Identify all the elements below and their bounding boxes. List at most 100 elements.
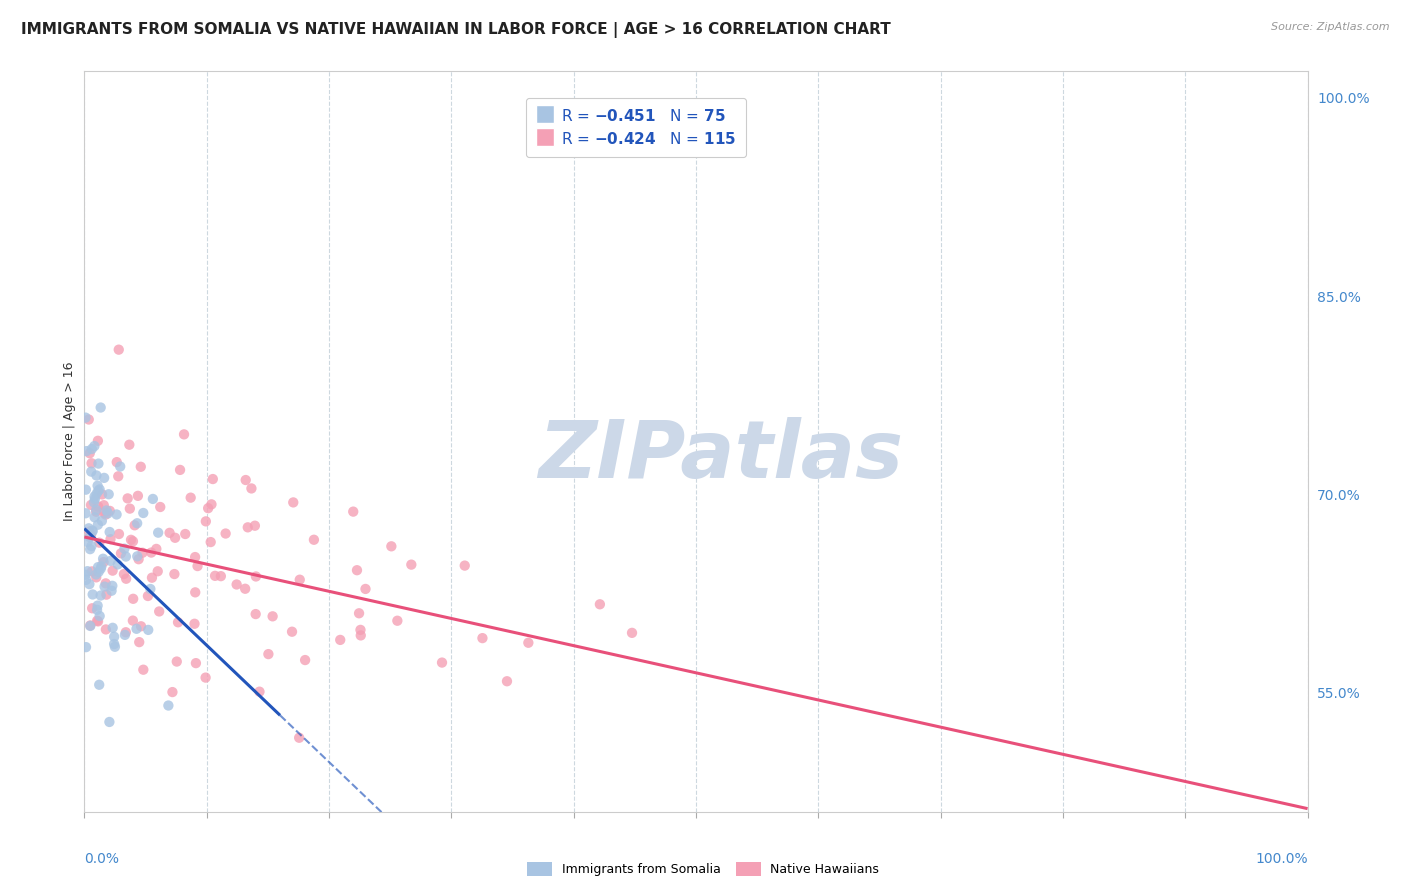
Point [186,559,208,574]
Point [621,625,644,640]
Point [127,489,149,503]
Point [209,569,232,583]
Point [75,640,97,654]
Point [132,506,155,520]
Point [87,483,110,498]
Point [112,541,135,556]
Point [80,539,103,553]
Point [91,551,114,566]
Point [98,524,121,539]
Point [80,528,103,542]
Legend: R = $\mathbf{-0.451}$   N = $\mathbf{75}$, R = $\mathbf{-0.424}$   N = $\mathbf{: R = $\mathbf{-0.451}$ N = $\mathbf{75}$,… [526,97,745,157]
Point [104,640,127,654]
Point [184,656,207,670]
Point [128,552,150,566]
Point [157,698,180,713]
Point [107,343,129,357]
Point [90,514,112,528]
Point [245,607,267,621]
Point [118,501,141,516]
Point [79,530,101,544]
Point [166,655,188,669]
Point [257,647,280,661]
Point [225,577,247,591]
Point [142,491,165,506]
Point [105,455,128,469]
Point [82,587,104,601]
Point [77,521,100,535]
Point [94,623,117,637]
Point [93,498,115,512]
Point [165,531,187,545]
Point [100,532,122,546]
Point [184,550,207,565]
Point [90,589,112,603]
Point [89,535,111,549]
Point [84,491,107,506]
Point [100,554,122,568]
Point [200,497,222,511]
Point [101,621,124,635]
Point [283,495,305,509]
Point [105,508,128,522]
Point [103,630,125,644]
Point [84,503,107,517]
Point [118,438,141,452]
Point [89,483,111,497]
Point [127,549,149,564]
Point [101,564,124,578]
Point [86,603,108,617]
Text: IMMIGRANTS FROM SOMALIA VS NATIVE HAWAIIAN IN LABOR FORCE | AGE > 16 CORRELATION: IMMIGRANTS FROM SOMALIA VS NATIVE HAWAII… [21,22,891,38]
Point [82,524,104,539]
Point [84,505,107,519]
Point [86,614,108,628]
Point [87,457,110,471]
Point [148,604,170,618]
Point [194,514,217,528]
Point [101,579,124,593]
Point [82,524,104,538]
Point [110,546,132,560]
Point [194,671,217,685]
Point [159,525,181,540]
Point [249,684,271,698]
Point [183,616,205,631]
Point [342,505,364,519]
Point [122,591,145,606]
Point [136,589,159,603]
Point [517,636,540,650]
Point [96,588,118,602]
Point [77,412,100,426]
Point [79,524,101,539]
Point [90,401,112,415]
Point [80,442,103,456]
Text: 100.0%: 100.0% [1256,853,1308,866]
Point [197,501,219,516]
Text: Source: ZipAtlas.com: Source: ZipAtlas.com [1271,22,1389,32]
Point [107,558,129,572]
Point [233,582,256,596]
Point [75,410,97,425]
Point [96,503,118,517]
Point [89,609,111,624]
Point [115,549,138,564]
Point [114,628,136,642]
Point [87,500,110,514]
Point [75,573,97,587]
Point [236,520,259,534]
Point [86,478,108,492]
Point [124,518,146,533]
Point [93,506,115,520]
Point [84,570,107,584]
Point [90,559,112,574]
Point [146,525,169,540]
Point [127,516,149,531]
Point [302,533,325,547]
Point [329,632,352,647]
Point [86,486,108,500]
Point [430,656,453,670]
Point [82,601,104,615]
Point [93,580,115,594]
Point [169,463,191,477]
Point [100,583,122,598]
